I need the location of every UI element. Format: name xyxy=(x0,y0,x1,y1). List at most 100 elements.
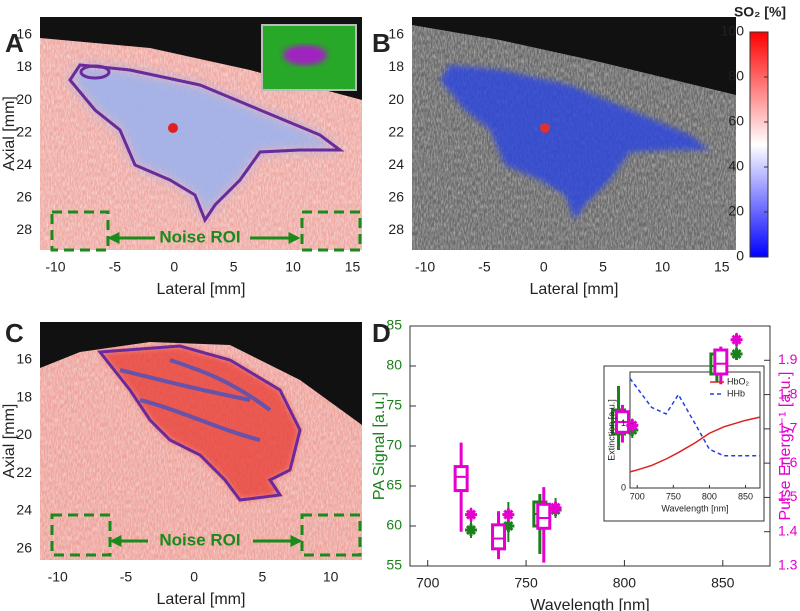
y-tick-label: 28 xyxy=(16,221,32,237)
panel-label: A xyxy=(5,28,24,58)
y-tick-label: 70 xyxy=(386,437,402,453)
x-tick-label: 10 xyxy=(323,569,339,585)
x-tick-label: 700 xyxy=(416,575,440,591)
y2-tick-label: 1.3 xyxy=(778,557,798,573)
x-tick-label: 10 xyxy=(285,259,301,275)
roi-box xyxy=(50,513,112,557)
colorbar-tick-label: 40 xyxy=(728,158,744,174)
x-axis-label: Lateral [mm] xyxy=(157,591,246,608)
star-marker xyxy=(502,508,515,521)
colorbar-tick-label: 0 xyxy=(736,248,744,264)
star-marker xyxy=(464,508,477,521)
y-tick-label: 24 xyxy=(388,156,404,172)
y2-tick-label: 1.5 xyxy=(778,488,798,504)
y-tick-label: 22 xyxy=(16,123,32,139)
panel-label: C xyxy=(5,318,24,348)
panel-label: D xyxy=(372,318,391,348)
colorbar xyxy=(749,31,769,258)
y-tick-label: 26 xyxy=(16,189,32,205)
x-axis-label: Wavelength [nm] xyxy=(530,597,649,611)
x-tick-label: 0 xyxy=(190,569,198,585)
y-tick-label: 75 xyxy=(386,397,402,413)
star-marker xyxy=(626,419,639,432)
x-tick-label: -10 xyxy=(415,259,435,275)
roi-box xyxy=(50,210,110,252)
panel-label: B xyxy=(372,28,391,58)
y-tick-label: 55 xyxy=(386,557,402,573)
y2-tick-label: 1.9 xyxy=(778,351,798,367)
star-marker xyxy=(549,501,562,514)
image-b xyxy=(412,17,736,250)
x-tick-label: 800 xyxy=(702,491,717,501)
star-marker xyxy=(730,348,743,360)
y-tick-label: 26 xyxy=(16,539,32,555)
x-tick-label: 750 xyxy=(514,575,538,591)
legend-label: HbO₂ xyxy=(727,376,750,386)
y-axis-label: PA Signal [a.u.] xyxy=(371,392,388,500)
box xyxy=(713,348,729,376)
y-tick-label: 18 xyxy=(16,58,32,74)
x-tick-label: 850 xyxy=(738,491,753,501)
x-tick-label: 5 xyxy=(599,259,607,275)
x-tick-label: 700 xyxy=(630,491,645,501)
y-tick-label: 22 xyxy=(388,123,404,139)
x-tick-label: 0 xyxy=(170,259,178,275)
y-tick-label: 16 xyxy=(16,26,32,42)
y2-axis-label: Pulse Energy⁻¹ [a.u.] xyxy=(777,372,794,521)
y-tick-label: 20 xyxy=(16,426,32,442)
star-marker xyxy=(464,524,477,536)
x-tick-label: -5 xyxy=(109,259,122,275)
box xyxy=(491,523,507,551)
y-tick-label: 20 xyxy=(16,91,32,107)
x-tick-label: 15 xyxy=(345,259,361,275)
x-tick-label: -10 xyxy=(48,569,68,585)
y-axis-label: Axial [mm] xyxy=(1,404,18,479)
y2-tick-label: 1.6 xyxy=(778,454,798,470)
image-a xyxy=(40,17,362,250)
y2-tick-label: 1.7 xyxy=(778,420,798,436)
x-tick-label: 0 xyxy=(540,259,548,275)
star-marker xyxy=(502,520,515,532)
y-tick-label: 20 xyxy=(388,91,404,107)
x-tick-label: 800 xyxy=(613,575,637,591)
star-marker xyxy=(730,333,743,346)
y2-tick-label: 1.4 xyxy=(778,522,798,538)
y-tick-label: 26 xyxy=(388,189,404,205)
inset: 700 750 800 850 0 1 Wavelength [nm] Extinction … xyxy=(606,376,761,513)
annotation: Noise ROI xyxy=(159,227,240,246)
x-tick-label: -5 xyxy=(120,569,133,585)
x-tick-label: 5 xyxy=(258,569,266,585)
x-tick-label: 750 xyxy=(666,491,681,501)
colorbar-tick-label: 80 xyxy=(728,68,744,84)
box xyxy=(536,502,552,530)
y-tick-label: 85 xyxy=(386,317,402,333)
y-tick-label: 18 xyxy=(388,58,404,74)
box xyxy=(453,465,469,493)
y-tick-label: 24 xyxy=(16,156,32,172)
colorbar-tick-label: 60 xyxy=(728,113,744,129)
y-tick-label: 22 xyxy=(16,464,32,480)
y-tick-label: 28 xyxy=(388,221,404,237)
y-axis-label: Axial [mm] xyxy=(1,96,18,171)
y-tick-label: 24 xyxy=(16,502,32,518)
y-tick-label: 0 xyxy=(621,482,626,492)
line xyxy=(629,416,761,473)
colorbar-label: SO₂ [%] xyxy=(734,4,786,20)
colorbar-tick-label: 100 xyxy=(721,23,745,39)
x-tick-label: -5 xyxy=(478,259,491,275)
annotation: Noise ROI xyxy=(159,530,240,549)
y-axis-label: Extinction [a.u.] xyxy=(606,399,616,461)
x-tick-label: -10 xyxy=(45,259,65,275)
image-c xyxy=(40,322,362,560)
x-axis-label: Lateral [mm] xyxy=(157,281,246,298)
y-tick-label: 80 xyxy=(386,357,402,373)
x-axis-label: Lateral [mm] xyxy=(530,281,619,298)
y2-tick-label: 1.8 xyxy=(778,385,798,401)
y-tick-label: 16 xyxy=(388,26,404,42)
y-tick-label: 1 xyxy=(621,418,626,428)
line xyxy=(629,377,760,457)
x-axis-label: Wavelength [nm] xyxy=(661,503,728,513)
x-tick-label: 5 xyxy=(230,259,238,275)
y-tick-label: 65 xyxy=(386,477,402,493)
